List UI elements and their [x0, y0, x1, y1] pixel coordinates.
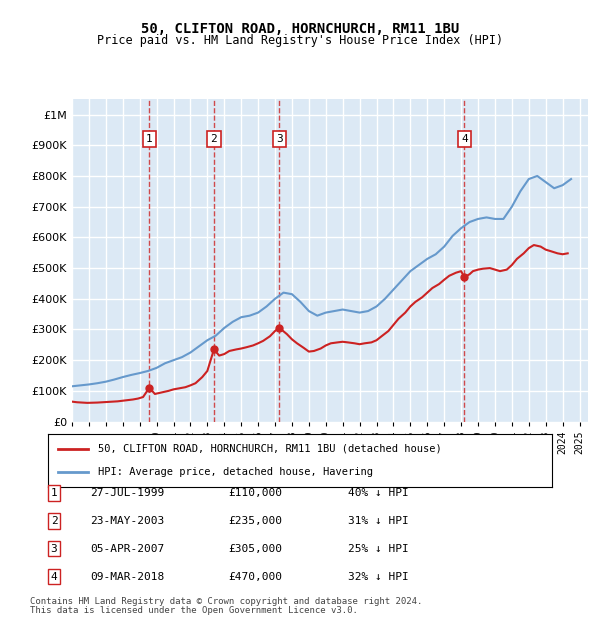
Text: 09-MAR-2018: 09-MAR-2018: [90, 572, 164, 582]
Text: £110,000: £110,000: [228, 488, 282, 498]
Text: 27-JUL-1999: 27-JUL-1999: [90, 488, 164, 498]
Text: 50, CLIFTON ROAD, HORNCHURCH, RM11 1BU (detached house): 50, CLIFTON ROAD, HORNCHURCH, RM11 1BU (…: [98, 444, 442, 454]
Text: 23-MAY-2003: 23-MAY-2003: [90, 516, 164, 526]
Text: 2: 2: [50, 516, 58, 526]
Text: £235,000: £235,000: [228, 516, 282, 526]
Text: 3: 3: [276, 134, 283, 144]
Text: HPI: Average price, detached house, Havering: HPI: Average price, detached house, Have…: [98, 467, 373, 477]
Text: 32% ↓ HPI: 32% ↓ HPI: [348, 572, 409, 582]
Text: Contains HM Land Registry data © Crown copyright and database right 2024.: Contains HM Land Registry data © Crown c…: [30, 597, 422, 606]
Text: Price paid vs. HM Land Registry's House Price Index (HPI): Price paid vs. HM Land Registry's House …: [97, 34, 503, 47]
Text: 2: 2: [211, 134, 217, 144]
Text: 25% ↓ HPI: 25% ↓ HPI: [348, 544, 409, 554]
Text: 1: 1: [50, 488, 58, 498]
Text: This data is licensed under the Open Government Licence v3.0.: This data is licensed under the Open Gov…: [30, 606, 358, 615]
Text: 50, CLIFTON ROAD, HORNCHURCH, RM11 1BU: 50, CLIFTON ROAD, HORNCHURCH, RM11 1BU: [141, 22, 459, 36]
Text: 1: 1: [146, 134, 152, 144]
Text: £470,000: £470,000: [228, 572, 282, 582]
Text: 4: 4: [461, 134, 468, 144]
Text: 3: 3: [50, 544, 58, 554]
Text: 31% ↓ HPI: 31% ↓ HPI: [348, 516, 409, 526]
Text: 4: 4: [50, 572, 58, 582]
Text: £305,000: £305,000: [228, 544, 282, 554]
Text: 40% ↓ HPI: 40% ↓ HPI: [348, 488, 409, 498]
Text: 05-APR-2007: 05-APR-2007: [90, 544, 164, 554]
